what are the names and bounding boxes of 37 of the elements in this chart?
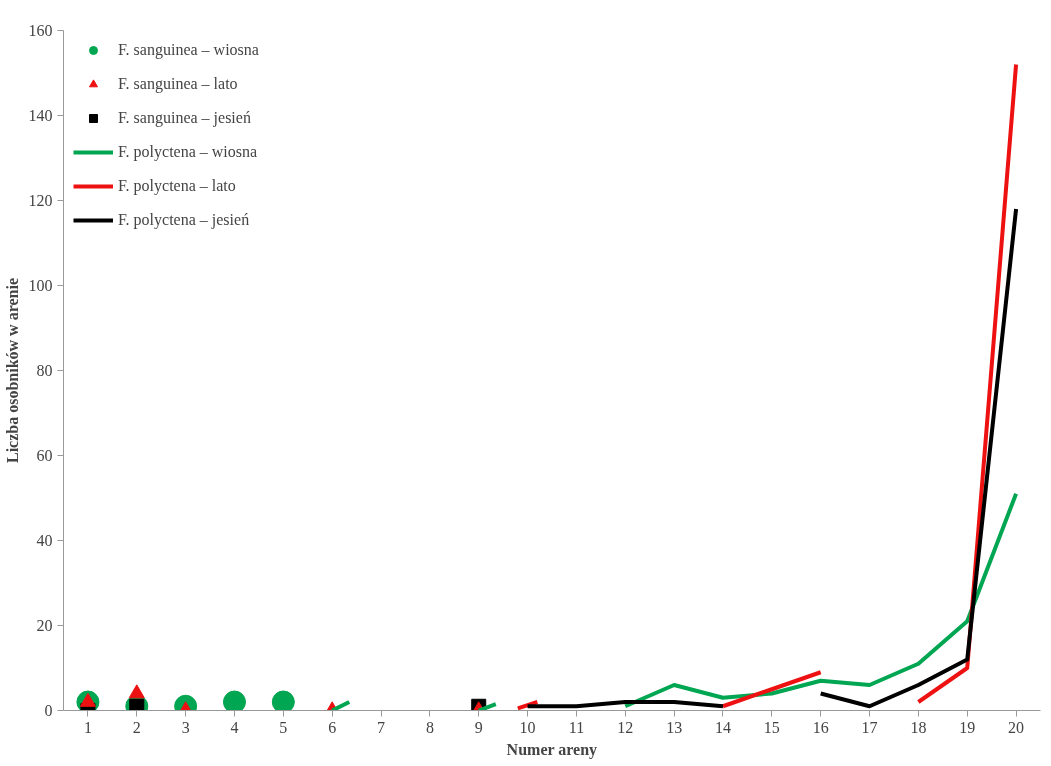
legend-label: F. sanguinea – wiosna: [118, 41, 259, 59]
x-tick-label: 6: [328, 718, 337, 736]
x-axis-title: Numer areny: [506, 740, 598, 759]
x-tick-label: 12: [617, 718, 634, 736]
y-tick-label: 140: [28, 107, 53, 124]
x-tick-label: 5: [279, 718, 288, 736]
y-tick-label: 100: [28, 277, 53, 294]
x-tick-label: 13: [666, 718, 683, 736]
y-axis-title: Liczba osobników w arenie: [3, 277, 21, 464]
legend-label: F. sanguinea – jesień: [118, 109, 251, 127]
x-tick-label: 2: [132, 718, 141, 736]
x-tick-label: 4: [230, 718, 239, 736]
x-tick-label: 3: [181, 718, 190, 736]
x-tick-label: 20: [1008, 718, 1025, 736]
x-tick-label: 18: [910, 718, 927, 736]
x-tick-label: 15: [763, 718, 780, 736]
x-tick-label: 17: [861, 718, 878, 736]
y-tick-label: 80: [36, 362, 53, 379]
y-tick-label: 120: [28, 192, 53, 209]
y-tick-label: 20: [36, 617, 53, 634]
y-tick-label: 40: [36, 532, 53, 549]
legend-label: F. polyctena – lato: [118, 177, 236, 195]
x-tick-label: 1: [83, 718, 92, 736]
legend-label: F. polyctena – jesień: [118, 211, 250, 229]
x-tick-label: 10: [519, 718, 536, 736]
legend-label: F. polyctena – wiosna: [118, 143, 258, 161]
x-tick-label: 14: [714, 718, 731, 736]
x-tick-label: 8: [425, 718, 434, 736]
x-tick-label: 9: [474, 718, 483, 736]
legend-label: F. sanguinea – lato: [118, 75, 238, 93]
y-tick-label: 160: [28, 22, 53, 39]
x-tick-label: 19: [959, 718, 976, 736]
y-tick-label: 0: [44, 702, 53, 719]
y-tick-label: 60: [36, 447, 53, 464]
x-tick-label: 7: [377, 718, 386, 736]
x-tick-label: 11: [568, 718, 585, 736]
x-tick-label: 16: [812, 718, 829, 736]
